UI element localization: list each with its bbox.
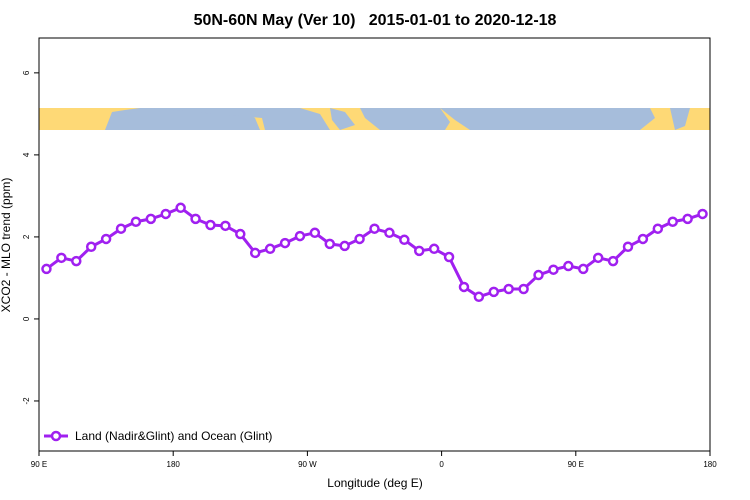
data-point (205, 219, 216, 231)
data-point (115, 223, 127, 234)
y-tick-label: -2 (22, 397, 31, 405)
y-tick-label: 6 (22, 70, 31, 75)
y-axis-label: XCO2 - MLO trend (ppm) (0, 178, 13, 313)
data-point (488, 286, 500, 298)
legend-marker (50, 430, 62, 442)
data-point (622, 241, 634, 253)
data-point (220, 220, 231, 232)
y-tick-label: 0 (22, 316, 31, 321)
data-point (428, 243, 440, 255)
legend-label: Land (Nadir&Glint) and Ocean (Glint) (75, 429, 272, 443)
data-point (264, 243, 276, 255)
data-point (518, 283, 529, 295)
data-point (85, 241, 97, 253)
data-point (279, 237, 291, 249)
x-tick-label: 90 W (298, 460, 317, 469)
y-tick-label: 2 (22, 234, 31, 239)
data-point (175, 202, 186, 214)
data-point (652, 223, 664, 234)
data-point (100, 233, 112, 245)
data-point (294, 230, 306, 242)
data-point (697, 208, 708, 220)
data-point (667, 216, 678, 227)
data-point (548, 264, 559, 275)
data-point (145, 213, 157, 225)
data-point (503, 283, 514, 295)
data-point (324, 238, 336, 250)
data-point (384, 227, 395, 239)
data-point (443, 251, 455, 263)
data-point (578, 263, 589, 275)
data-point (160, 208, 171, 220)
x-tick-label: 90 E (568, 460, 584, 469)
data-point (458, 281, 470, 293)
data-point (413, 245, 425, 257)
x-tick-label: 180 (703, 460, 717, 469)
data-point (607, 255, 619, 267)
data-point (682, 213, 693, 225)
data-point (533, 269, 544, 281)
x-tick-label: 0 (439, 460, 444, 469)
data-point (71, 255, 82, 267)
data-point (235, 228, 246, 240)
x-axis-label: Longitude (deg E) (327, 476, 422, 490)
data-point (369, 223, 380, 234)
chart-title: 50N-60N May (Ver 10) 2015-01-01 to 2020-… (194, 12, 557, 29)
data-point (41, 263, 52, 275)
legend: Land (Nadir&Glint) and Ocean (Glint) (44, 429, 272, 443)
y-tick-label: 4 (22, 152, 31, 157)
x-tick-label: 180 (167, 460, 181, 469)
data-point (399, 234, 410, 246)
data-point (592, 252, 604, 264)
data-point (130, 216, 142, 227)
data-point (249, 247, 261, 259)
data-point (473, 291, 485, 303)
data-point (354, 233, 365, 245)
data-point (56, 252, 67, 264)
data-point (309, 227, 321, 239)
data-point (339, 240, 350, 252)
series-line (45, 206, 704, 299)
data-point (190, 213, 201, 225)
plot-frame (38, 37, 711, 452)
x-tick-label: 90 E (31, 460, 47, 469)
map-band (39, 108, 710, 130)
data-point (563, 260, 574, 272)
data-point (637, 233, 649, 245)
